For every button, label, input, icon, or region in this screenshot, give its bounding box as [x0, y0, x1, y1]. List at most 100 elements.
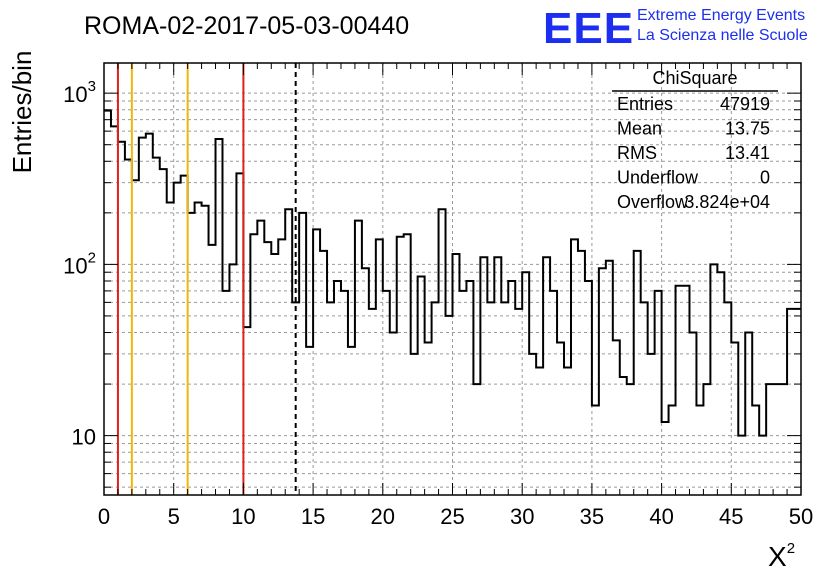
histogram-bin: [529, 354, 536, 495]
histogram-bin: [257, 221, 264, 495]
histogram-bin: [125, 159, 132, 495]
histogram-bin: [780, 384, 787, 495]
histogram-bin: [522, 272, 529, 495]
histogram-bin: [717, 272, 724, 495]
histogram-bin: [745, 333, 752, 495]
histogram-bin: [376, 239, 383, 495]
logo-line2: La Scienza nelle Scuole: [637, 27, 808, 44]
histogram-bin: [195, 202, 202, 495]
histogram-outline: [104, 109, 801, 437]
histogram-bin: [355, 221, 362, 495]
histogram-bin: [557, 342, 564, 495]
histogram-bin: [209, 245, 216, 495]
histogram-bin: [606, 261, 613, 495]
histogram-bin: [425, 342, 432, 495]
histogram-bin: [724, 302, 731, 495]
histogram-bin: [216, 139, 223, 495]
histogram-bin: [285, 209, 292, 495]
histogram-bin: [439, 209, 446, 495]
histogram-bin: [459, 291, 466, 495]
histogram-bin: [188, 213, 195, 495]
histogram-bin: [466, 281, 473, 495]
histogram-bin: [696, 405, 703, 495]
histogram-bin: [167, 202, 174, 495]
histogram-bin: [222, 291, 229, 495]
histogram-bin: [592, 405, 599, 495]
x-tick-label: 30: [510, 504, 534, 529]
histogram-bin: [453, 254, 460, 495]
histogram-bin: [139, 138, 146, 495]
histogram-bin: [327, 302, 334, 495]
stats-label: Entries: [617, 94, 673, 114]
histogram-bin: [627, 384, 634, 495]
x-tick-label: 45: [719, 504, 743, 529]
histogram-bin: [250, 234, 257, 495]
x-tick-label: 10: [231, 504, 255, 529]
x-tick-label: 25: [440, 504, 464, 529]
histogram-bin: [278, 239, 285, 495]
histogram-bin: [669, 405, 676, 495]
logo-mark: EEE: [543, 4, 634, 53]
histogram-bin: [334, 281, 341, 495]
histogram-bin: [229, 264, 236, 495]
histogram-bin: [689, 333, 696, 495]
stats-value: 13.75: [725, 119, 770, 139]
axes: 0 5 10 15 20 25 30 35 40 45 50 10 102 103: [63, 62, 813, 529]
histogram-bin: [515, 309, 522, 495]
stats-label: RMS: [617, 143, 657, 163]
histogram-bin: [676, 286, 683, 495]
histogram-bin: [383, 291, 390, 495]
histogram-bin: [174, 183, 181, 495]
y-tick-label: 10: [72, 425, 96, 450]
histogram-bin: [731, 342, 738, 495]
histogram-bin: [571, 239, 578, 495]
stats-value: 13.41: [725, 143, 770, 163]
stats-value: 3.824e+04: [684, 192, 770, 212]
histogram-bin: [543, 257, 550, 495]
stats-title: ChiSquare: [652, 68, 737, 88]
histogram-bin: [487, 302, 494, 495]
histogram-bin: [299, 213, 306, 495]
histogram-bin: [181, 176, 188, 495]
histogram-bin: [599, 268, 606, 495]
logo-line1: Extreme Energy Events: [637, 7, 805, 24]
histogram-bin: [111, 126, 118, 495]
histogram-bin: [320, 251, 327, 495]
histogram-bin: [411, 354, 418, 495]
histogram-bin: [752, 405, 759, 495]
stats-box: ChiSquare Entries 47919 Mean 13.75 RMS 13.41 Un…: [612, 68, 778, 212]
histogram-bin: [683, 286, 690, 495]
histogram-bin: [655, 291, 662, 495]
x-tick-label: 0: [98, 504, 110, 529]
histogram-bin: [585, 281, 592, 495]
histogram-bin: [703, 384, 710, 495]
histogram-bin: [264, 242, 271, 495]
y-tick-label: 103: [63, 78, 96, 107]
x-tick-label: 35: [580, 504, 604, 529]
histogram-bin: [202, 206, 209, 495]
x-tick-label: 50: [789, 504, 813, 529]
histogram-bin: [766, 384, 773, 495]
histogram-bin: [710, 264, 717, 495]
histogram-bin: [306, 347, 313, 495]
histogram-bin: [578, 251, 585, 495]
histogram-bin: [662, 422, 669, 495]
histogram-bin: [536, 367, 543, 495]
histogram-bin: [446, 316, 453, 495]
stats-label: Mean: [617, 119, 662, 139]
x-tick-label: 15: [301, 504, 325, 529]
x-tick-label: 40: [649, 504, 673, 529]
histogram-bin: [787, 309, 794, 495]
chart-title: ROMA-02-2017-05-03-00440: [84, 12, 409, 40]
x-axis-label: X2: [768, 540, 795, 572]
eee-logo: EEE Extreme Energy Events La Scienza nel…: [543, 4, 808, 53]
histogram-bin: [432, 302, 439, 495]
histogram-bin: [348, 347, 355, 495]
histogram-bin: [773, 384, 780, 495]
stats-label: Underflow: [617, 168, 699, 188]
histogram-bin: [362, 268, 369, 495]
histogram-bin: [397, 237, 404, 495]
histogram-bin: [418, 276, 425, 495]
histogram-bin: [613, 340, 620, 495]
